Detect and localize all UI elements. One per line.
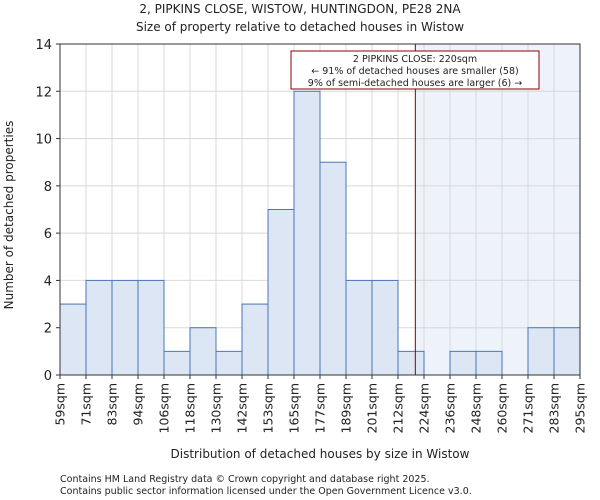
bar-189sqm xyxy=(345,279,373,376)
x-axis-label: Distribution of detached houses by size … xyxy=(171,447,470,461)
y-tick-label: 2 xyxy=(44,322,52,337)
x-tick-label: 71sqm xyxy=(79,383,94,426)
y-tick-label: 12 xyxy=(35,85,52,100)
y-axis-label: Number of detached properties xyxy=(2,121,16,310)
plot-area: 0 2 4 6 8 10 12 14 59sqm 71sqm 83sqm 94sqm 106sqm 118… xyxy=(35,38,587,433)
x-tick-label: 106sqm xyxy=(157,383,172,433)
bar-271sqm xyxy=(527,327,555,376)
annotation-line-1: 2 PIPKINS CLOSE: 220sqm xyxy=(353,54,477,65)
y-tick-label: 6 xyxy=(44,227,52,242)
bar-130sqm xyxy=(215,350,243,376)
y-tick-label: 4 xyxy=(44,274,52,289)
x-tick-label: 271sqm xyxy=(521,383,536,433)
x-tick-label: 177sqm xyxy=(313,383,328,433)
y-tick-label: 14 xyxy=(35,38,52,53)
annotation-line-2: ← 91% of detached houses are smaller (58… xyxy=(311,66,518,77)
bar-106sqm xyxy=(163,350,191,376)
bar-83sqm xyxy=(111,279,139,376)
x-tick-label: 130sqm xyxy=(209,383,224,433)
bar-177sqm xyxy=(319,161,347,376)
bar-71sqm xyxy=(85,279,113,376)
bar-142sqm xyxy=(241,303,269,376)
x-tick-label: 283sqm xyxy=(547,383,562,433)
y-tick-label: 8 xyxy=(44,180,52,195)
x-tick-label: 59sqm xyxy=(53,383,68,426)
bar-59sqm xyxy=(59,303,87,376)
x-tick-label: 189sqm xyxy=(339,383,354,433)
bar-165sqm xyxy=(293,90,321,376)
x-tick-label: 153sqm xyxy=(261,383,276,433)
x-tick-label: 295sqm xyxy=(573,383,588,433)
highlight-region xyxy=(415,44,580,375)
bar-118sqm xyxy=(189,327,217,376)
annotation-line-3: 9% of semi-detached houses are larger (6… xyxy=(308,78,522,89)
footer-line-2: Contains public sector information licen… xyxy=(60,486,472,497)
x-tick-label: 201sqm xyxy=(365,383,380,433)
x-tick-label: 94sqm xyxy=(131,383,146,426)
x-tick-label: 142sqm xyxy=(235,383,250,433)
annotation-box xyxy=(290,50,540,90)
bar-212sqm xyxy=(397,350,425,376)
x-tick-label: 224sqm xyxy=(417,383,432,433)
x-tick-label: 260sqm xyxy=(495,383,510,433)
chart-subtitle: Size of property relative to detached ho… xyxy=(136,20,464,34)
y-tick-label: 0 xyxy=(44,369,52,384)
chart-title: 2, PIPKINS CLOSE, WISTOW, HUNTINGDON, PE… xyxy=(139,2,461,16)
x-tick-label: 236sqm xyxy=(443,383,458,433)
bar-201sqm xyxy=(371,279,399,376)
footer-line-1: Contains HM Land Registry data © Crown c… xyxy=(60,474,430,485)
x-tick-label: 83sqm xyxy=(105,383,120,426)
bar-94sqm xyxy=(137,279,165,376)
x-tick-label: 165sqm xyxy=(287,383,302,433)
bar-283sqm xyxy=(553,327,581,376)
x-tick-label: 212sqm xyxy=(391,383,406,433)
bar-248sqm xyxy=(475,350,503,376)
x-tick-label: 118sqm xyxy=(183,383,198,433)
x-tick-label: 248sqm xyxy=(469,383,484,433)
bar-153sqm xyxy=(267,209,295,376)
bar-236sqm xyxy=(449,350,477,376)
y-tick-label: 10 xyxy=(35,133,52,148)
